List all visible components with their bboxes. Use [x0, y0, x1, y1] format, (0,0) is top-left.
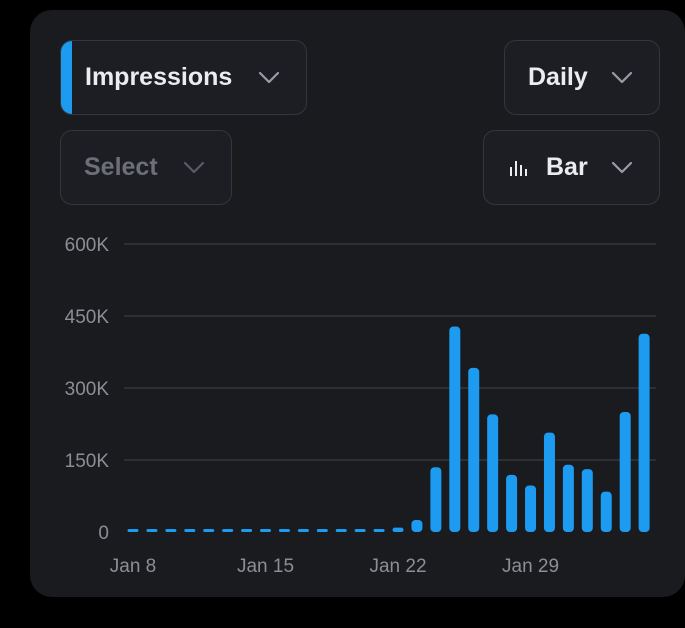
bar[interactable]: [316, 529, 328, 532]
y-tick-label: 150K: [65, 451, 110, 472]
chart-type-dropdown-label: Bar: [546, 153, 588, 181]
chevron-down-icon: [258, 71, 280, 85]
bar[interactable]: [373, 529, 385, 532]
bar[interactable]: [278, 529, 290, 532]
bar[interactable]: [146, 529, 158, 532]
x-tick-label: Jan 22: [369, 556, 426, 577]
bar[interactable]: [430, 467, 442, 532]
compare-dropdown[interactable]: Select: [60, 130, 232, 205]
bar[interactable]: [222, 529, 234, 532]
bar[interactable]: [354, 529, 366, 532]
period-dropdown[interactable]: Daily: [504, 40, 660, 115]
bar[interactable]: [468, 367, 480, 532]
bar[interactable]: [600, 491, 612, 532]
bar[interactable]: [638, 333, 650, 532]
bar[interactable]: [184, 529, 196, 532]
bar[interactable]: [562, 464, 574, 532]
bar[interactable]: [165, 529, 177, 532]
bar[interactable]: [260, 529, 272, 532]
metric-dropdown-label: Impressions: [85, 63, 233, 91]
bar[interactable]: [335, 529, 347, 532]
bar[interactable]: [449, 326, 461, 532]
metric-dropdown[interactable]: Impressions: [60, 40, 307, 115]
y-tick-label: 450K: [65, 307, 110, 328]
bar[interactable]: [297, 529, 309, 532]
bar[interactable]: [506, 474, 518, 532]
bar[interactable]: [581, 469, 593, 532]
bar-chart-icon: [508, 158, 528, 178]
chevron-down-icon: [611, 71, 633, 85]
y-tick-label: 600K: [65, 235, 110, 256]
metric-color-indicator: [61, 41, 72, 114]
bar[interactable]: [487, 414, 499, 532]
bar[interactable]: [543, 432, 555, 532]
bar[interactable]: [203, 529, 215, 532]
chart-type-dropdown[interactable]: Bar: [483, 130, 660, 205]
y-tick-label: 300K: [65, 379, 110, 400]
x-tick-label: Jan 29: [502, 556, 559, 577]
chevron-down-icon: [183, 161, 205, 175]
bar[interactable]: [127, 529, 139, 532]
y-tick-label: 0: [98, 523, 109, 544]
bar[interactable]: [392, 527, 404, 532]
period-dropdown-label: Daily: [528, 63, 588, 91]
x-tick-label: Jan 8: [110, 556, 156, 577]
x-tick-label: Jan 15: [237, 556, 294, 577]
bar[interactable]: [411, 520, 423, 532]
bar[interactable]: [619, 412, 631, 532]
compare-dropdown-label: Select: [84, 153, 158, 181]
bar[interactable]: [525, 485, 537, 532]
chevron-down-icon: [611, 161, 633, 175]
bar[interactable]: [241, 529, 253, 532]
